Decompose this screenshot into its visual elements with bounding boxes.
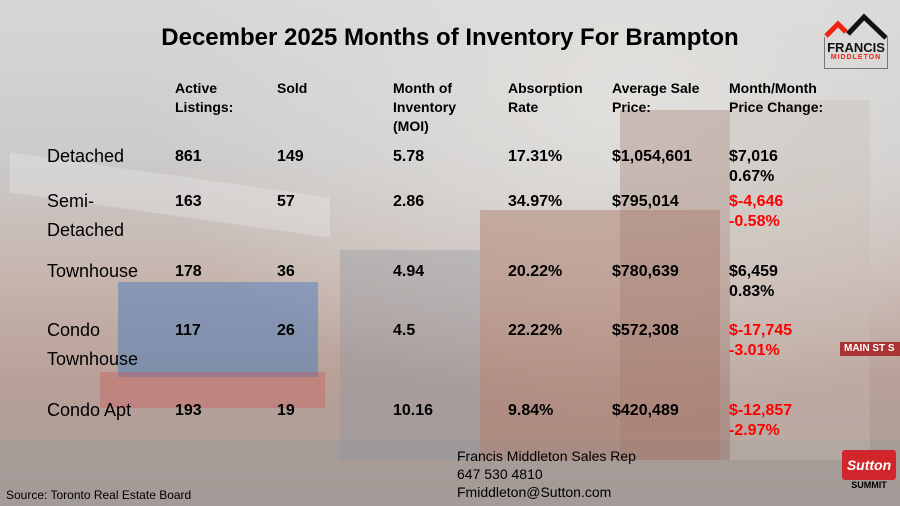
page-title: December 2025 Months of Inventory For Br… [161, 24, 739, 51]
cell-active: 861 [175, 148, 202, 165]
cell-absorption: 9.84% [508, 402, 554, 419]
cell-price: $1,054,601 [612, 148, 693, 165]
cell-active: 178 [175, 263, 202, 280]
background-banner [100, 372, 325, 408]
price-change-change-pct: 0.67% [729, 168, 775, 185]
cell-price: $420,489 [612, 402, 679, 419]
cell-price-change: $6,459 0.83% [729, 262, 778, 302]
row-label-line: Condo Apt [47, 400, 132, 420]
roof-icon [824, 13, 888, 40]
cell-absorption: 20.22% [508, 263, 563, 280]
row-label-line: Semi- [47, 191, 95, 211]
street-sign: MAIN ST S [840, 342, 900, 356]
contact-phone: 647 530 4810 [457, 466, 543, 482]
background-billboard [118, 282, 318, 377]
price-change-change-pct: -2.97% [729, 422, 780, 439]
header-active-listings: Active Listings: [175, 80, 234, 115]
cell-moi: 2.86 [393, 193, 425, 210]
cell-price: $780,639 [612, 263, 679, 280]
background-clock-tower [620, 110, 730, 460]
price-change-change-amount: $-12,857 [729, 402, 793, 419]
cell-sold: 19 [277, 402, 295, 419]
cell-moi: 10.16 [393, 402, 434, 419]
cell-sold: 57 [277, 193, 295, 210]
header-price: Average Sale Price: [612, 80, 700, 115]
row-label: Townhouse [47, 257, 138, 286]
price-change-change-pct: 0.83% [729, 283, 775, 300]
cell-price-change: $-17,745 -3.01% [729, 321, 792, 361]
contact-email[interactable]: Fmiddleton@Sutton.com [457, 484, 612, 500]
header-sold: Sold [277, 80, 308, 96]
row-label: Condo Townhouse [47, 316, 138, 374]
cell-moi: 5.78 [393, 148, 425, 165]
price-change-change-amount: $-17,745 [729, 322, 793, 339]
price-change-change-pct: -3.01% [729, 342, 780, 359]
row-label-line: Townhouse [47, 261, 139, 281]
cell-price-change: $-4,646 -0.58% [729, 192, 783, 232]
header-absorption: Absorption Rate [508, 80, 583, 115]
cell-sold: 36 [277, 263, 295, 280]
cell-active: 163 [175, 193, 202, 210]
price-change-change-amount: $7,016 [729, 148, 778, 165]
row-label: Condo Apt [47, 396, 131, 425]
header-change: Month/Month Price Change: [729, 80, 824, 115]
cell-moi: 4.5 [393, 322, 416, 339]
cell-active: 117 [175, 322, 201, 339]
cell-absorption: 34.97% [508, 193, 563, 210]
cell-sold: 26 [277, 322, 295, 339]
cell-moi: 4.94 [393, 263, 425, 280]
cell-absorption: 22.22% [508, 322, 563, 339]
price-change-change-amount: $-4,646 [729, 193, 784, 210]
header-moi: Month of Inventory (MOI) [393, 80, 457, 134]
cell-price-change: $7,016 0.67% [729, 147, 778, 187]
cell-active: 193 [175, 402, 202, 419]
cell-price: $795,014 [612, 193, 679, 210]
background-building [730, 100, 870, 460]
cell-sold: 149 [277, 148, 304, 165]
francis-middleton-logo: FRANCIS MIDDLETON [824, 12, 892, 70]
row-label-line: Townhouse [47, 349, 139, 369]
contact-info: Francis Middleton Sales Rep 647 530 4810… [457, 447, 636, 501]
price-change-change-pct: -0.58% [729, 213, 780, 230]
background-building [480, 210, 720, 460]
cell-price: $572,308 [612, 322, 679, 339]
background-building [340, 250, 480, 460]
contact-name: Francis Middleton Sales Rep [457, 448, 636, 464]
row-label-line: Condo [47, 320, 101, 340]
cell-absorption: 17.31% [508, 148, 563, 165]
row-label: Detached [47, 142, 124, 171]
row-label-line: Detached [47, 146, 125, 166]
row-label: Semi- Detached [47, 187, 124, 245]
price-change-change-amount: $6,459 [729, 263, 778, 280]
source-note: Source: Toronto Real Estate Board [6, 488, 192, 502]
sutton-logo: Sutton SUMMIT [842, 450, 896, 490]
cell-price-change: $-12,857 -2.97% [729, 401, 792, 441]
background-street [0, 440, 900, 506]
row-label-line: Detached [47, 220, 125, 240]
